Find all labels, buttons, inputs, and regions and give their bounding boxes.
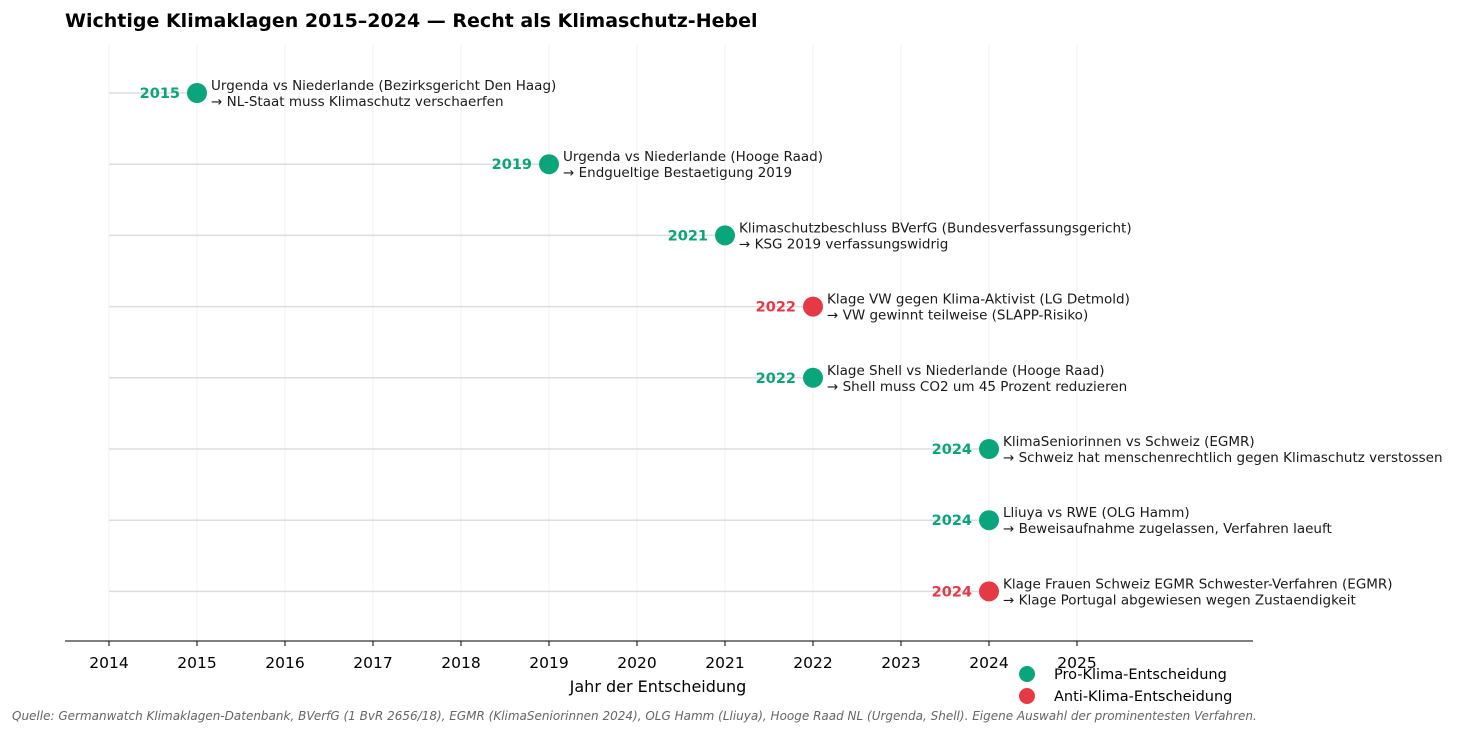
case-year-label: 2019 <box>492 157 532 173</box>
case-point <box>187 83 207 103</box>
x-tick-label: 2024 <box>969 654 1008 672</box>
case-year-label: 2022 <box>756 300 796 316</box>
case-year-label: 2021 <box>668 228 708 244</box>
case-title: KlimaSeniorinnen vs Schweiz (EGMR) <box>1003 434 1255 450</box>
case-point <box>715 225 735 246</box>
case-point <box>979 510 999 531</box>
case-row: 2019 Urgenda vs Niederlande (Hooge Raad)→… <box>109 149 823 181</box>
case-year-label: 2022 <box>756 371 796 387</box>
legend: Pro-Klima-Entscheidung Anti-Klima-Entsche… <box>1019 666 1232 705</box>
case-row: 2021 Klimaschutzbeschluss BVerfG (Bundesv… <box>109 220 1132 252</box>
case-row: 2024 Lliuya vs RWE (OLG Hamm)→ Beweisaufn… <box>109 505 1332 537</box>
legend-label-anti: Anti-Klima-Entscheidung <box>1054 689 1232 705</box>
case-outcome: → NL-Staat muss Klimaschutz verschaerfen <box>211 94 504 110</box>
case-point <box>803 296 823 317</box>
x-tick-label: 2020 <box>617 654 656 672</box>
legend-label-pro: Pro-Klima-Entscheidung <box>1054 667 1227 683</box>
case-row: 2024 KlimaSeniorinnen vs Schweiz (EGMR)→ … <box>109 434 1443 466</box>
case-point <box>979 439 999 459</box>
case-row: 2022 Klage VW gegen Klima-Aktivist (LG De… <box>109 292 1130 324</box>
x-axis-ticks: 2014 2015 2016 2017 2018 2019 2020 2021 2022 2023… <box>89 641 1097 672</box>
case-year-label: 2024 <box>932 442 972 458</box>
x-axis-label: Jahr der Entscheidung <box>569 677 747 696</box>
x-tick-label: 2015 <box>177 654 216 672</box>
case-year-label: 2024 <box>932 513 972 529</box>
x-tick-label: 2022 <box>793 654 832 672</box>
case-title: Klage Frauen Schweiz EGMR Schwester-Verf… <box>1003 576 1393 592</box>
x-tick-label: 2019 <box>529 654 568 672</box>
case-outcome: → VW gewinnt teilweise (SLAPP-Risiko) <box>827 308 1088 324</box>
case-outcome: → Beweisaufnahme zugelassen, Verfahren l… <box>1003 521 1332 537</box>
x-tick-label: 2025 <box>1057 654 1096 672</box>
case-row: 2015 Urgenda vs Niederlande (Bezirksgeric… <box>109 78 556 110</box>
vertical-gridlines <box>108 45 1078 641</box>
case-year-label: 2015 <box>140 86 180 102</box>
source-note: Quelle: Germanwatch Klimaklagen-Datenban… <box>12 709 1257 723</box>
case-outcome: → Endgueltige Bestaetigung 2019 <box>563 165 792 181</box>
x-tick-label: 2023 <box>881 654 920 672</box>
case-year-label: 2024 <box>932 584 972 600</box>
case-outcome: → KSG 2019 verfassungswidrig <box>739 236 948 252</box>
case-outcome: → Schweiz hat menschenrechtlich gegen Kl… <box>1003 450 1443 466</box>
x-tick-label: 2021 <box>705 654 744 672</box>
case-title: Urgenda vs Niederlande (Hooge Raad) <box>563 149 823 165</box>
case-row: 2024 Klage Frauen Schweiz EGMR Schwester-… <box>109 576 1393 608</box>
x-tick-label: 2016 <box>265 654 304 672</box>
case-point <box>539 154 559 175</box>
x-tick-label: 2018 <box>441 654 480 672</box>
case-point <box>803 367 823 388</box>
case-title: Lliuya vs RWE (OLG Hamm) <box>1003 505 1190 521</box>
legend-marker-anti <box>1019 688 1035 704</box>
case-title: Klage Shell vs Niederlande (Hooge Raad) <box>827 363 1104 379</box>
case-rows: 2015 Urgenda vs Niederlande (Bezirksgeric… <box>109 78 1443 608</box>
case-row: 2022 Klage Shell vs Niederlande (Hooge Ra… <box>109 363 1127 395</box>
case-outcome: → Klage Portugal abgewiesen wegen Zustae… <box>1003 592 1356 608</box>
case-title: Urgenda vs Niederlande (Bezirksgericht D… <box>211 78 556 94</box>
x-tick-label: 2014 <box>89 654 128 672</box>
x-tick-label: 2017 <box>353 654 392 672</box>
case-outcome: → Shell muss CO2 um 45 Prozent reduziere… <box>827 379 1127 395</box>
case-point <box>979 581 999 602</box>
legend-marker-pro <box>1019 666 1035 682</box>
chart-title: Wichtige Klimaklagen 2015–2024 — Recht a… <box>65 10 757 32</box>
case-title: Klage VW gegen Klima-Aktivist (LG Detmol… <box>827 292 1130 308</box>
case-title: Klimaschutzbeschluss BVerfG (Bundesverfa… <box>739 220 1132 236</box>
